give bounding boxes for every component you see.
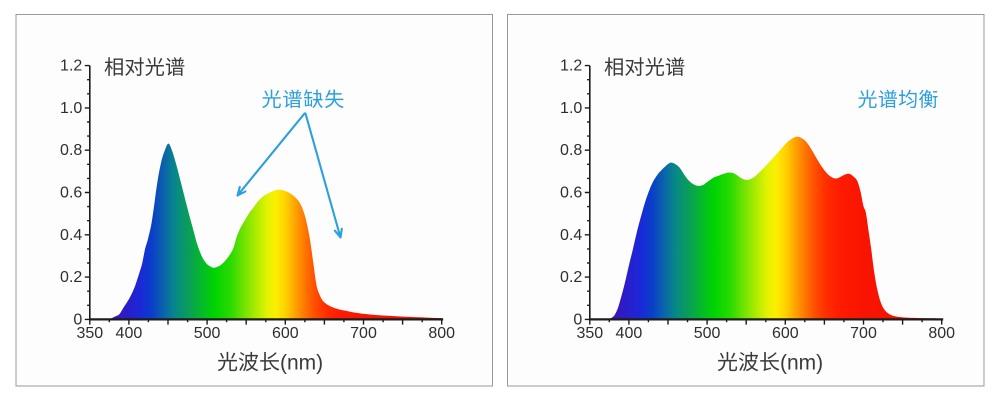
svg-text:1.2: 1.2 — [60, 58, 82, 75]
svg-text:600: 600 — [772, 325, 799, 342]
svg-text:0.4: 0.4 — [560, 227, 582, 244]
svg-text:0.2: 0.2 — [60, 269, 82, 286]
svg-text:350: 350 — [76, 325, 103, 342]
svg-text:800: 800 — [428, 325, 455, 342]
svg-text:350: 350 — [576, 325, 603, 342]
svg-text:800: 800 — [928, 325, 955, 342]
svg-text:0: 0 — [73, 311, 82, 328]
svg-text:0: 0 — [573, 311, 582, 328]
svg-text:400: 400 — [116, 325, 143, 342]
svg-text:1.2: 1.2 — [560, 58, 582, 75]
svg-text:0.2: 0.2 — [560, 269, 582, 286]
svg-text:(nm): (nm) — [780, 352, 823, 375]
svg-text:0.6: 0.6 — [60, 185, 82, 202]
svg-text:600: 600 — [272, 325, 299, 342]
svg-text:0.8: 0.8 — [60, 142, 82, 159]
svg-text:500: 500 — [694, 325, 721, 342]
svg-text:500: 500 — [194, 325, 221, 342]
svg-text:700: 700 — [850, 325, 877, 342]
svg-text:(nm): (nm) — [280, 352, 323, 375]
svg-text:400: 400 — [616, 325, 643, 342]
svg-text:0.8: 0.8 — [560, 142, 582, 159]
svg-text:1.0: 1.0 — [60, 100, 82, 117]
svg-text:0.6: 0.6 — [560, 185, 582, 202]
svg-text:0.4: 0.4 — [60, 227, 82, 244]
svg-text:700: 700 — [350, 325, 377, 342]
svg-text:1.0: 1.0 — [560, 100, 582, 117]
